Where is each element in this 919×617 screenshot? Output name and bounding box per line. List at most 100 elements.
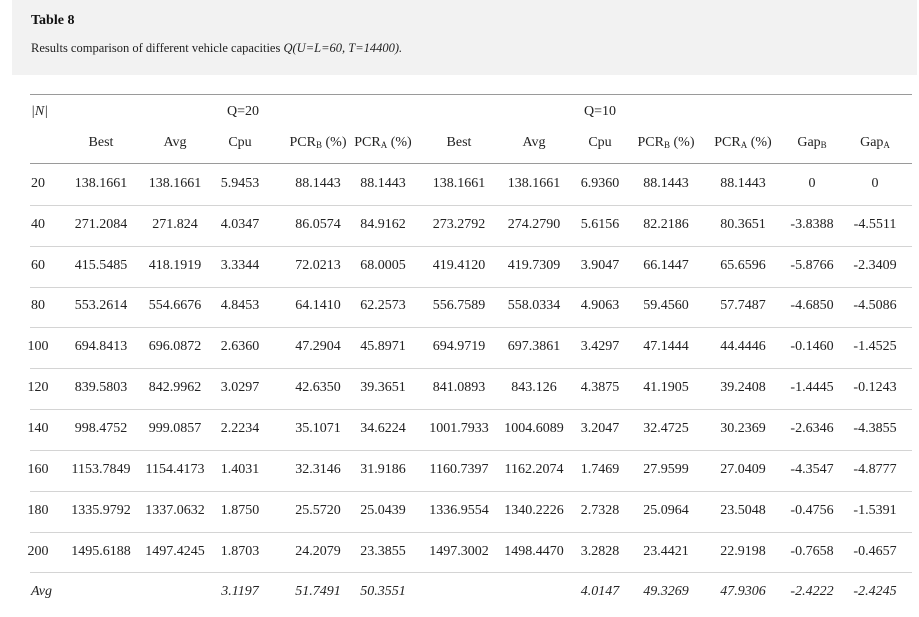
table-cell-n: 180 <box>27 503 49 518</box>
table-cell: -1.4525 <box>853 339 897 354</box>
table-cell: 1001.7933 <box>429 421 489 436</box>
row-divider <box>30 327 912 328</box>
table-cell: 138.1661 <box>148 176 202 191</box>
table-cell: -3.8388 <box>790 217 834 232</box>
table-cell: -4.5511 <box>853 217 897 232</box>
table-cell: -4.3547 <box>790 462 834 477</box>
table-cell: 1162.2074 <box>504 462 564 477</box>
table-cell: 45.8971 <box>360 339 406 354</box>
avg-row-cell: 49.3269 <box>643 584 689 599</box>
table-cell: 1153.7849 <box>71 462 131 477</box>
table-cell: -4.6850 <box>790 298 834 313</box>
avg-row-cell: -2.4222 <box>790 584 834 599</box>
table-cell: 41.1905 <box>643 380 689 395</box>
row-divider <box>30 532 912 533</box>
table-cell: -0.7658 <box>790 544 834 559</box>
caption-prefix: Results comparison of different vehicle … <box>31 41 284 55</box>
table-cell: 556.7589 <box>432 298 486 313</box>
table-cell: 1340.2226 <box>504 503 564 518</box>
table-cell: 25.0439 <box>360 503 406 518</box>
table-cell: 62.2573 <box>360 298 406 313</box>
table-cell: 25.5720 <box>295 503 341 518</box>
n-header: |N| <box>31 104 49 119</box>
table-cell: 66.1447 <box>643 258 689 273</box>
table-cell: 558.0334 <box>507 298 561 313</box>
table-cell: 23.3855 <box>360 544 406 559</box>
table-cell: 22.9198 <box>720 544 766 559</box>
row-divider <box>30 205 912 206</box>
table-cell: 274.2790 <box>507 217 561 232</box>
table-cell: 1.8750 <box>220 503 260 518</box>
table-cell: 2.7328 <box>580 503 620 518</box>
table-cell: 271.824 <box>152 217 198 232</box>
table-cell: 88.1443 <box>643 176 689 191</box>
table-cell: 271.2084 <box>74 217 128 232</box>
table-cell: 0 <box>871 176 879 191</box>
avg-row-cell: 3.1197 <box>221 584 259 599</box>
table-cell: 418.1919 <box>148 258 202 273</box>
column-header: Cpu <box>588 135 612 150</box>
table-cell: -0.1243 <box>853 380 897 395</box>
column-header: Avg <box>163 135 187 150</box>
avg-row-cell: 51.7491 <box>295 584 341 599</box>
table-cell: 35.1071 <box>295 421 341 436</box>
table-cell: 419.7309 <box>507 258 561 273</box>
table-cell: -4.8777 <box>853 462 897 477</box>
table-cell: 42.6350 <box>295 380 341 395</box>
table-cell-n: 200 <box>27 544 49 559</box>
table-caption-box <box>12 0 917 75</box>
table-cell: 72.0213 <box>295 258 341 273</box>
table-cell: -0.4657 <box>853 544 897 559</box>
caption-params: (U=L=60, T=14400). <box>292 41 403 55</box>
table-cell-n: 100 <box>27 339 49 354</box>
table-cell: 3.2828 <box>580 544 620 559</box>
table-cell: 1.4031 <box>220 462 260 477</box>
table-cell: 999.0857 <box>148 421 202 436</box>
table-cell: 2.6360 <box>220 339 260 354</box>
table-cell: 553.2614 <box>74 298 128 313</box>
column-header: GapB <box>797 135 827 150</box>
row-divider <box>30 491 912 492</box>
table-cell: 1.7469 <box>580 462 620 477</box>
table-cell: 86.0574 <box>295 217 341 232</box>
column-header: PCRB (%) <box>289 135 347 150</box>
table-cell: 31.9186 <box>360 462 406 477</box>
table-cell-n: 160 <box>27 462 49 477</box>
group-header-q10: Q=10 <box>583 104 617 119</box>
table-cell: 24.2079 <box>295 544 341 559</box>
table-cell: 694.9719 <box>432 339 486 354</box>
table-cell: -0.4756 <box>790 503 834 518</box>
column-header: PCRB (%) <box>637 135 695 150</box>
avg-row-cell: 4.0147 <box>580 584 620 599</box>
table-cell: 554.6676 <box>148 298 202 313</box>
table-cell: 1497.3002 <box>429 544 489 559</box>
column-header: Best <box>88 135 114 150</box>
group-header-q20: Q=20 <box>226 104 260 119</box>
table-cell: 88.1443 <box>720 176 766 191</box>
table-cell: 44.4446 <box>720 339 766 354</box>
row-divider <box>30 287 912 288</box>
table-cell: 138.1661 <box>74 176 128 191</box>
avg-row-cell: 50.3551 <box>360 584 406 599</box>
table-cell-n: 80 <box>31 298 45 313</box>
table-cell: 84.9162 <box>360 217 406 232</box>
table-cell: 1336.9554 <box>429 503 489 518</box>
table-cell: -5.8766 <box>790 258 834 273</box>
table-cell: 47.2904 <box>295 339 341 354</box>
table-cell: 273.2792 <box>432 217 486 232</box>
table-cell: -2.3409 <box>853 258 897 273</box>
table-cell: 5.9453 <box>220 176 260 191</box>
row-divider <box>30 572 912 573</box>
table-cell: 3.0297 <box>220 380 260 395</box>
table-cell: 65.6596 <box>720 258 766 273</box>
table-cell: 1497.4245 <box>145 544 205 559</box>
column-header: Best <box>446 135 472 150</box>
table-cell: 27.0409 <box>720 462 766 477</box>
table-cell: 88.1443 <box>360 176 406 191</box>
table-cell: 4.9063 <box>580 298 620 313</box>
table-caption: Results comparison of different vehicle … <box>31 41 402 56</box>
table-cell: 998.4752 <box>74 421 128 436</box>
table-cell: 4.3875 <box>580 380 620 395</box>
table-cell: 697.3861 <box>507 339 561 354</box>
table-cell: 82.2186 <box>643 217 689 232</box>
